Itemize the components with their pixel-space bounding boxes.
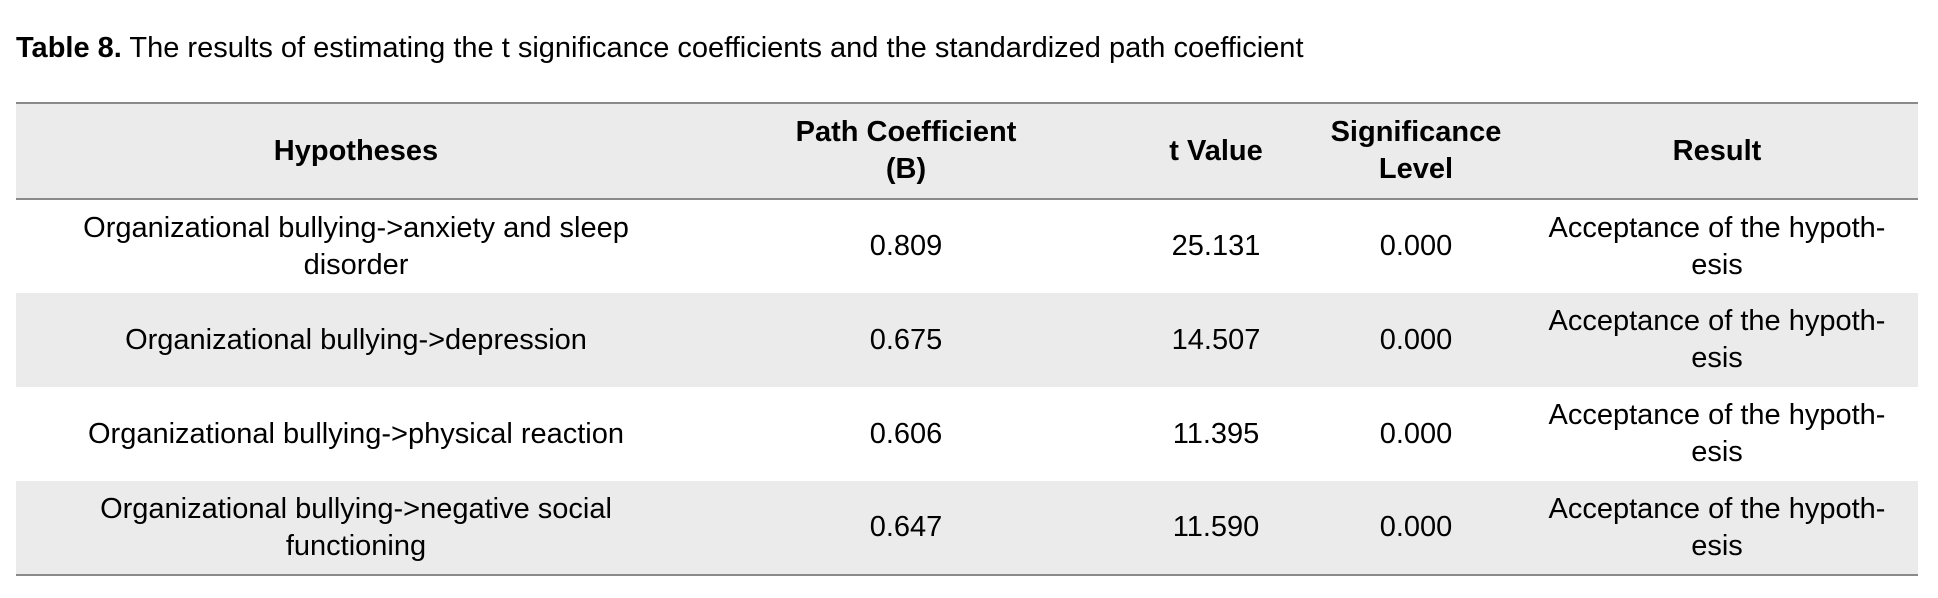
header-path-coefficient-line2: (B) <box>885 153 927 185</box>
header-t-value: t Value <box>1116 102 1316 200</box>
cell-t-value: 11.395 <box>1172 417 1260 450</box>
cell-path-coefficient: 0.809 <box>869 230 943 262</box>
table-row: Organizational bullying->depression 0.67… <box>16 293 1918 387</box>
table-body: Organizational bullying->anxiety and sle… <box>16 199 1918 576</box>
cell-hypothesis: Organizational bullying->negative social… <box>16 481 696 576</box>
table-caption-text: The results of estimating the t signific… <box>121 32 1304 64</box>
cell-t-value: 11.590 <box>1116 481 1316 576</box>
results-table: Hypotheses Path Coefficient (B) t Value … <box>16 102 1918 576</box>
cell-path-coefficient: 0.606 <box>869 417 943 450</box>
cell-hypothesis: Organizational bullying->depression <box>125 323 587 356</box>
cell-result: Acceptance of the hypoth-esis <box>1516 481 1918 576</box>
cell-significance: 0.000 <box>1379 417 1453 450</box>
header-path-coefficient: Path Coefficient (B) <box>696 102 1116 200</box>
table-row: Organizational bullying->physical reacti… <box>16 387 1918 481</box>
table-header: Hypotheses Path Coefficient (B) t Value … <box>16 102 1918 200</box>
cell-hypothesis: Organizational bullying->anxiety and sle… <box>83 211 629 281</box>
cell-t-value: 14.507 <box>1171 323 1261 356</box>
header-significance-level: Significance Level <box>1316 102 1516 200</box>
table-row: Organizational bullying->anxiety and sle… <box>16 199 1918 293</box>
header-path-coefficient-line1: Path Coefficient <box>795 116 1017 148</box>
header-result: Result <box>1516 102 1918 200</box>
results-table-container: Hypotheses Path Coefficient (B) t Value … <box>16 102 1918 576</box>
cell-result: Acceptance of the hypoth-esis <box>1548 305 1886 374</box>
header-significance-line2: Level <box>1378 153 1454 185</box>
cell-t-value: 25.131 <box>1171 230 1261 262</box>
header-significance-line1: Significance <box>1330 116 1502 148</box>
table-row: Organizational bullying->negative social… <box>16 481 1918 576</box>
cell-result: Acceptance of the hypoth-esis <box>1548 211 1886 281</box>
header-row: Hypotheses Path Coefficient (B) t Value … <box>16 102 1918 200</box>
cell-significance: 0.000 <box>1316 481 1516 576</box>
cell-significance: 0.000 <box>1379 323 1453 356</box>
header-hypotheses: Hypotheses <box>16 102 696 200</box>
cell-significance: 0.000 <box>1379 230 1453 262</box>
cell-path-coefficient: 0.675 <box>869 323 943 356</box>
cell-path-coefficient: 0.647 <box>696 481 1116 576</box>
table-caption-label: Table 8. <box>16 32 122 64</box>
cell-hypothesis: Organizational bullying->physical reacti… <box>88 417 624 450</box>
table-caption: Table 8. The results of estimating the t… <box>16 28 1304 68</box>
cell-result: Acceptance of the hypoth-esis <box>1548 399 1886 468</box>
